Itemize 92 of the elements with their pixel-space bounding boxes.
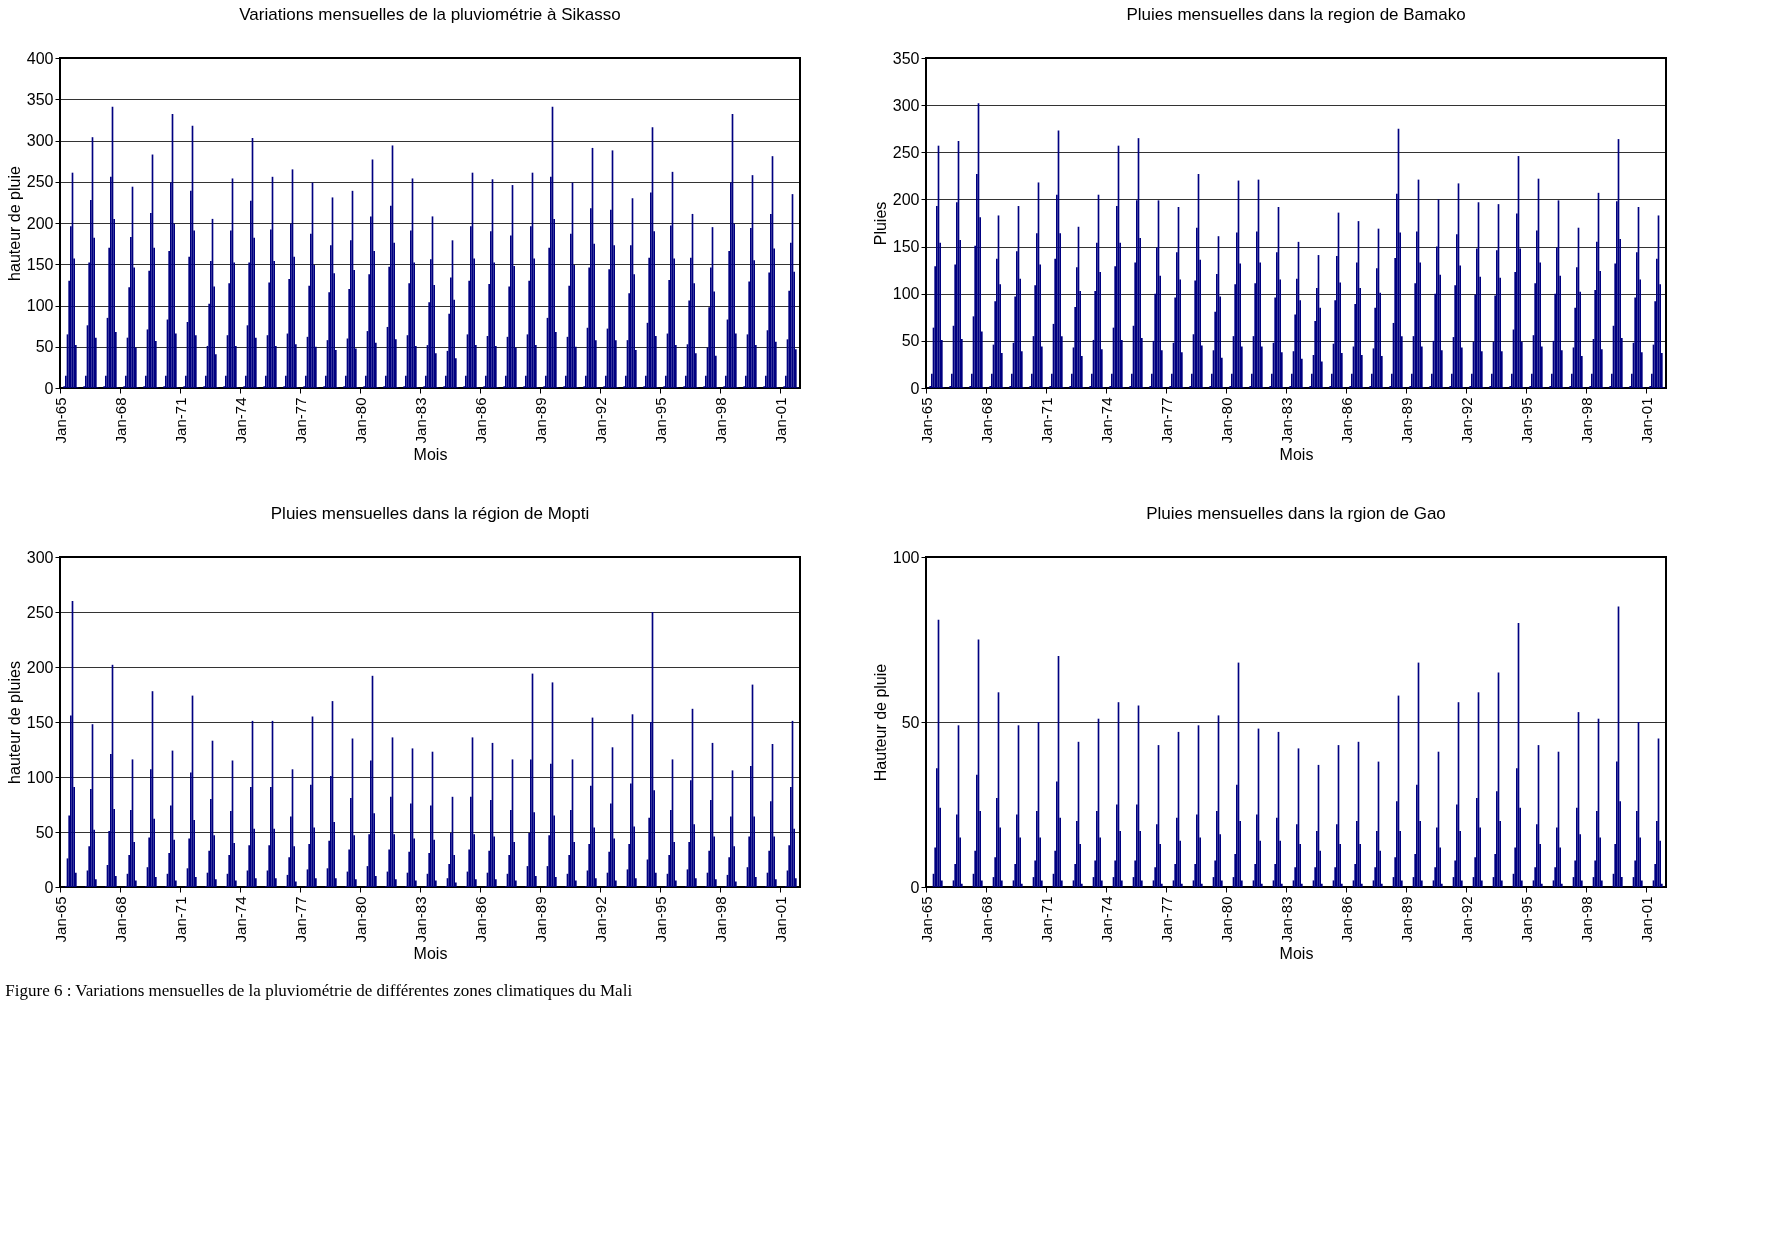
x-tick-label: Jan-98 (1577, 397, 1595, 444)
y-tick-label: 50 (901, 332, 920, 350)
y-tick-label: 100 (26, 768, 54, 786)
x-tick-label: Jan-65 (917, 397, 935, 444)
x-axis-title: Mois (1279, 446, 1314, 464)
y-tick-label: 0 (910, 379, 920, 397)
x-tick-label: Jan-83 (1277, 397, 1295, 444)
y-tick-label: 150 (26, 713, 54, 731)
x-tick-label: Jan-80 (1217, 896, 1235, 943)
x-tick-label: Jan-89 (1397, 896, 1415, 943)
y-axis-title: hauteur de pluie (5, 166, 23, 281)
x-tick-label: Jan-98 (711, 896, 729, 943)
y-tick-label: 0 (910, 878, 920, 896)
x-tick-label: Jan-65 (51, 896, 69, 943)
x-tick-label: Jan-80 (1217, 397, 1235, 444)
x-tick-label: Jan-86 (471, 397, 489, 444)
y-tick-label: 200 (26, 214, 54, 232)
x-axis-title: Mois (413, 945, 448, 963)
x-tick-label: Jan-95 (1517, 896, 1535, 943)
x-tick-label: Jan-74 (231, 397, 249, 444)
x-tick-label: Jan-68 (977, 896, 995, 943)
y-tick-label: 0 (44, 379, 54, 397)
x-tick-label: Jan-68 (111, 397, 129, 444)
x-tick-label: Jan-77 (1157, 397, 1175, 444)
x-tick-label: Jan-86 (1337, 397, 1355, 444)
x-tick-label: Jan-83 (1277, 896, 1295, 943)
y-axis-title: hauteur de pluies (5, 661, 23, 784)
x-tick-label: Jan-98 (1577, 896, 1595, 943)
x-tick-label: Jan-65 (917, 896, 935, 943)
x-tick-label: Jan-95 (651, 896, 669, 943)
chart-title: Pluies mensuelles dans la region de Bamako (1126, 5, 1466, 24)
x-axis-title: Mois (413, 446, 448, 464)
x-tick-label: Jan-71 (1037, 397, 1055, 444)
y-tick-label: 150 (26, 255, 54, 273)
chart-title: Variations mensuelles de la pluviométrie à Sikasso (239, 5, 621, 24)
x-tick-label: Jan-01 (1637, 896, 1655, 943)
y-axis-title: Hauteur de pluie (871, 663, 889, 782)
x-tick-label: Jan-68 (977, 397, 995, 444)
y-tick-label: 300 (26, 548, 54, 566)
x-tick-label: Jan-92 (1457, 397, 1475, 444)
y-tick-label: 200 (26, 658, 54, 676)
x-tick-label: Jan-80 (351, 896, 369, 943)
x-tick-label: Jan-89 (531, 896, 549, 943)
y-tick-label: 100 (892, 548, 920, 566)
y-tick-label: 350 (26, 90, 54, 108)
x-tick-label: Jan-71 (1037, 896, 1055, 943)
y-tick-label: 50 (901, 713, 920, 731)
x-tick-label: Jan-77 (291, 397, 309, 444)
y-tick-label: 150 (892, 238, 920, 256)
y-tick-label: 200 (892, 190, 920, 208)
x-tick-label: Jan-01 (1637, 397, 1655, 444)
x-tick-label: Jan-71 (171, 397, 189, 444)
x-tick-label: Jan-65 (51, 397, 69, 444)
x-tick-label: Jan-01 (771, 896, 789, 943)
y-axis-title: Pluies (871, 201, 889, 246)
x-tick-label: Jan-83 (411, 896, 429, 943)
y-tick-label: 0 (44, 878, 54, 896)
x-tick-label: Jan-74 (1097, 397, 1115, 444)
x-tick-label: Jan-71 (171, 896, 189, 943)
x-tick-label: Jan-95 (1517, 397, 1535, 444)
x-tick-label: Jan-80 (351, 397, 369, 444)
x-tick-label: Jan-89 (1397, 397, 1415, 444)
y-tick-label: 350 (892, 49, 920, 67)
x-tick-label: Jan-95 (651, 397, 669, 444)
caption: Figure 6 : Variations mensuelles de la pluviométrie de différentes zones climatiques du Mali (5, 980, 633, 1000)
x-tick-label: Jan-83 (411, 397, 429, 444)
x-tick-label: Jan-98 (711, 397, 729, 444)
x-tick-label: Jan-89 (531, 397, 549, 444)
chart-title: Pluies mensuelles dans la région de Mopti (270, 504, 590, 523)
x-tick-label: Jan-86 (471, 896, 489, 943)
y-tick-label: 250 (892, 143, 920, 161)
x-tick-label: Jan-77 (1157, 896, 1175, 943)
y-tick-label: 300 (26, 132, 54, 149)
x-tick-label: Jan-68 (111, 896, 129, 943)
x-tick-label: Jan-77 (291, 896, 309, 943)
y-tick-label: 300 (892, 96, 920, 114)
y-tick-label: 100 (26, 297, 54, 314)
y-tick-label: 100 (892, 285, 920, 303)
y-tick-label: 250 (26, 173, 54, 191)
x-tick-label: Jan-86 (1337, 896, 1355, 943)
x-tick-label: Jan-01 (771, 397, 789, 444)
y-tick-label: 50 (35, 338, 54, 356)
x-tick-label: Jan-74 (231, 896, 249, 943)
y-tick-label: 400 (26, 49, 54, 67)
x-axis-title: Mois (1279, 945, 1314, 963)
chart-title: Pluies mensuelles dans la rgion de Gao (1146, 504, 1446, 523)
x-tick-label: Jan-74 (1097, 896, 1115, 943)
x-tick-label: Jan-92 (591, 896, 609, 943)
y-tick-label: 50 (35, 823, 54, 841)
x-tick-label: Jan-92 (1457, 896, 1475, 943)
y-tick-label: 250 (26, 603, 54, 621)
x-tick-label: Jan-92 (591, 397, 609, 444)
